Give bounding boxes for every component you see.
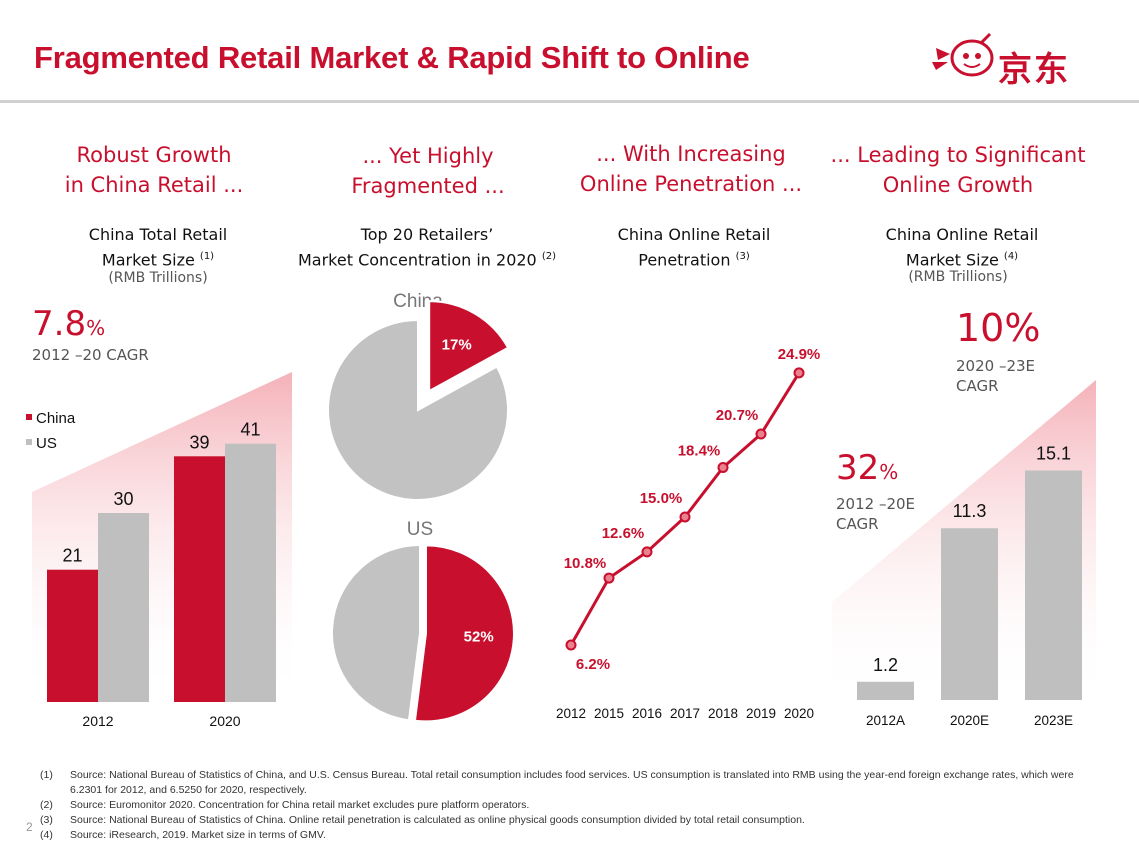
data-label: 24.9% xyxy=(778,346,821,363)
x-tick-label: 2020 xyxy=(784,706,814,721)
mascot-logo-icon xyxy=(932,32,994,77)
page-number: 2 xyxy=(26,820,33,834)
retail-cagr-value: 7.8% xyxy=(32,304,106,344)
x-tick-label: 2020E xyxy=(950,713,989,728)
footnote: (2) Source: Euromonitor 2020. Concentrati… xyxy=(40,799,530,811)
legend-label: China xyxy=(36,410,76,427)
retail-cagr-label: 2012 –20 CAGR xyxy=(32,346,149,364)
online-hist-cagr-label: 2012 –20E CAGR xyxy=(836,495,916,533)
col2-headline: ... Yet Highly Fragmented ... xyxy=(351,144,505,198)
data-point xyxy=(793,367,805,379)
col1-units: (RMB Trillions) xyxy=(108,270,208,286)
x-tick-label: 2015 xyxy=(594,706,624,721)
x-tick-label: 2018 xyxy=(708,706,738,721)
data-point xyxy=(717,461,729,473)
col4-headline: ... Leading to Significant Online Growth xyxy=(830,143,1086,197)
penetration-line xyxy=(569,372,801,646)
col3-subtitle: China Online Retail Penetration (3) xyxy=(617,225,771,270)
data-point xyxy=(565,639,577,651)
x-tick-label: 2020 xyxy=(209,713,240,729)
bar xyxy=(174,456,225,702)
legend-swatch xyxy=(26,414,32,420)
data-label: 12.6% xyxy=(602,525,645,542)
online-market-bar-chart: 1.2 2012A 11.3 2020E 15.1 2023E xyxy=(832,380,1096,728)
col1-headline: Robust Growth in China Retail ... xyxy=(64,143,244,197)
pie-slice xyxy=(331,543,421,722)
bar-value-label: 11.3 xyxy=(953,501,987,521)
col1-subtitle: China Total Retail Market Size (1) xyxy=(88,225,228,270)
pie-title: US xyxy=(407,519,433,540)
footnote: (4) Source: iResearch, 2019. Market size … xyxy=(40,829,326,841)
bar xyxy=(47,569,98,702)
bar-value-label: 30 xyxy=(113,489,133,509)
data-label: 10.8% xyxy=(564,555,607,572)
legend-swatch xyxy=(26,439,32,445)
pie-slice xyxy=(327,318,509,501)
x-tick-label: 2012 xyxy=(82,713,113,729)
data-label: 6.2% xyxy=(576,656,610,673)
col4-subtitle: China Online Retail Market Size (4) xyxy=(885,225,1039,270)
bar xyxy=(225,443,276,702)
online-penetration-line-chart: 6.2% 2012 10.8% 2015 12.6% 2016 15.0% 2017 18.4%… xyxy=(556,346,821,721)
pie-slice-label: 52% xyxy=(464,629,494,646)
x-tick-label: 2023E xyxy=(1034,713,1073,728)
data-point xyxy=(603,572,615,584)
x-tick-label: 2016 xyxy=(632,706,662,721)
pie-slice-label: 17% xyxy=(442,337,472,354)
footnote: (1) Source: National Bureau of Statistics… xyxy=(40,769,1074,796)
online-hist-cagr-value: 32% xyxy=(836,448,899,488)
bar xyxy=(1025,470,1082,700)
x-tick-label: 2012 xyxy=(556,706,586,721)
online-cagr-label: 2020 –23E CAGR xyxy=(956,357,1036,395)
legend-label: US xyxy=(36,435,57,452)
col4-units: (RMB Trillions) xyxy=(908,269,1008,285)
data-point xyxy=(755,428,767,440)
bar xyxy=(98,513,149,702)
pie-slice xyxy=(428,300,510,393)
footnote: (3) Source: National Bureau of Statistics… xyxy=(40,814,805,826)
bar xyxy=(857,681,914,700)
footnotes: (1) Source: National Bureau of Statistics… xyxy=(40,768,1100,843)
retail-market-bar-chart: China US 21 30 39 41 2012 2020 xyxy=(26,372,292,729)
online-cagr-value: 10% xyxy=(956,306,1041,350)
data-point xyxy=(641,546,653,558)
col3-headline: ... With Increasing Online Penetration ..… xyxy=(579,142,803,196)
bar-value-label: 1.2 xyxy=(873,655,898,675)
data-point xyxy=(679,511,691,523)
bar-value-label: 15.1 xyxy=(1036,443,1071,463)
bar-value-label: 41 xyxy=(240,420,260,440)
title-divider xyxy=(0,100,1139,103)
x-tick-label: 2019 xyxy=(746,706,776,721)
bar-value-label: 21 xyxy=(62,546,82,566)
pie-slice xyxy=(413,544,515,723)
data-label: 20.7% xyxy=(716,407,759,424)
brand-logo-text: 京东 xyxy=(998,50,1070,90)
page-title: Fragmented Retail Market & Rapid Shift t… xyxy=(34,40,750,75)
bar xyxy=(941,528,998,700)
x-tick-label: 2012A xyxy=(866,713,905,728)
x-tick-label: 2017 xyxy=(670,706,700,721)
col2-subtitle: Top 20 Retailers’ Market Concentration i… xyxy=(297,225,556,270)
data-label: 15.0% xyxy=(640,490,683,507)
data-label: 18.4% xyxy=(678,442,721,459)
bar-value-label: 39 xyxy=(189,432,209,452)
